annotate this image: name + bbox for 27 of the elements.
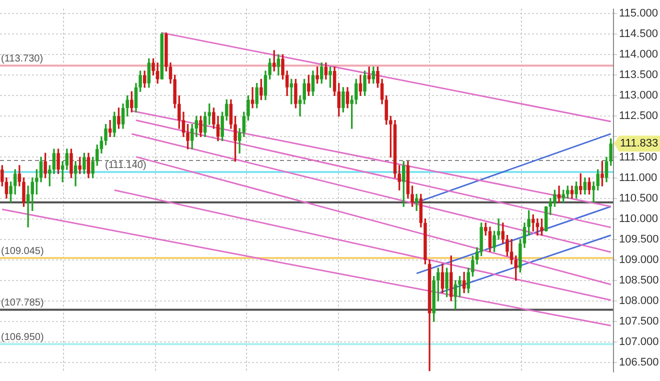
y-tick-label: 111.500 [619, 151, 658, 164]
y-tick-label: 109.500 [619, 233, 659, 246]
y-tick-label: 111.000 [619, 172, 658, 184]
y-tick-label: 106.500 [619, 356, 659, 369]
y-tick-label: 107.500 [619, 316, 659, 328]
y-tick-label: 108.500 [619, 274, 659, 286]
y-tick-label: 112.500 [619, 110, 658, 122]
candlestick [26, 186, 30, 228]
ref-line-label: (107.785) [1, 298, 44, 309]
y-tick-label: 113.500 [619, 69, 658, 82]
candlestick [592, 182, 596, 203]
y-tick-label: 110.000 [619, 212, 658, 225]
y-tick-label: 108.000 [619, 294, 659, 307]
candlestick [250, 87, 254, 108]
ref-line-label: (111.140) [105, 160, 146, 171]
ref-line-label: (113.730) [1, 53, 44, 64]
ref-line-label: (109.045) [1, 246, 44, 257]
y-tick-label: 114.000 [619, 48, 658, 61]
text: 111.833 [620, 138, 658, 150]
y-tick-label: 115.000 [619, 8, 658, 20]
y-tick-label: 107.000 [619, 336, 659, 348]
y-tick-label: 110.500 [619, 192, 658, 204]
y-tick-label: 109.000 [619, 254, 659, 266]
y-tick-label: 113.000 [619, 90, 658, 102]
candlestick [536, 218, 540, 236]
y-tick-label: 114.500 [619, 28, 658, 40]
ref-line-label: (106.950) [1, 332, 44, 343]
